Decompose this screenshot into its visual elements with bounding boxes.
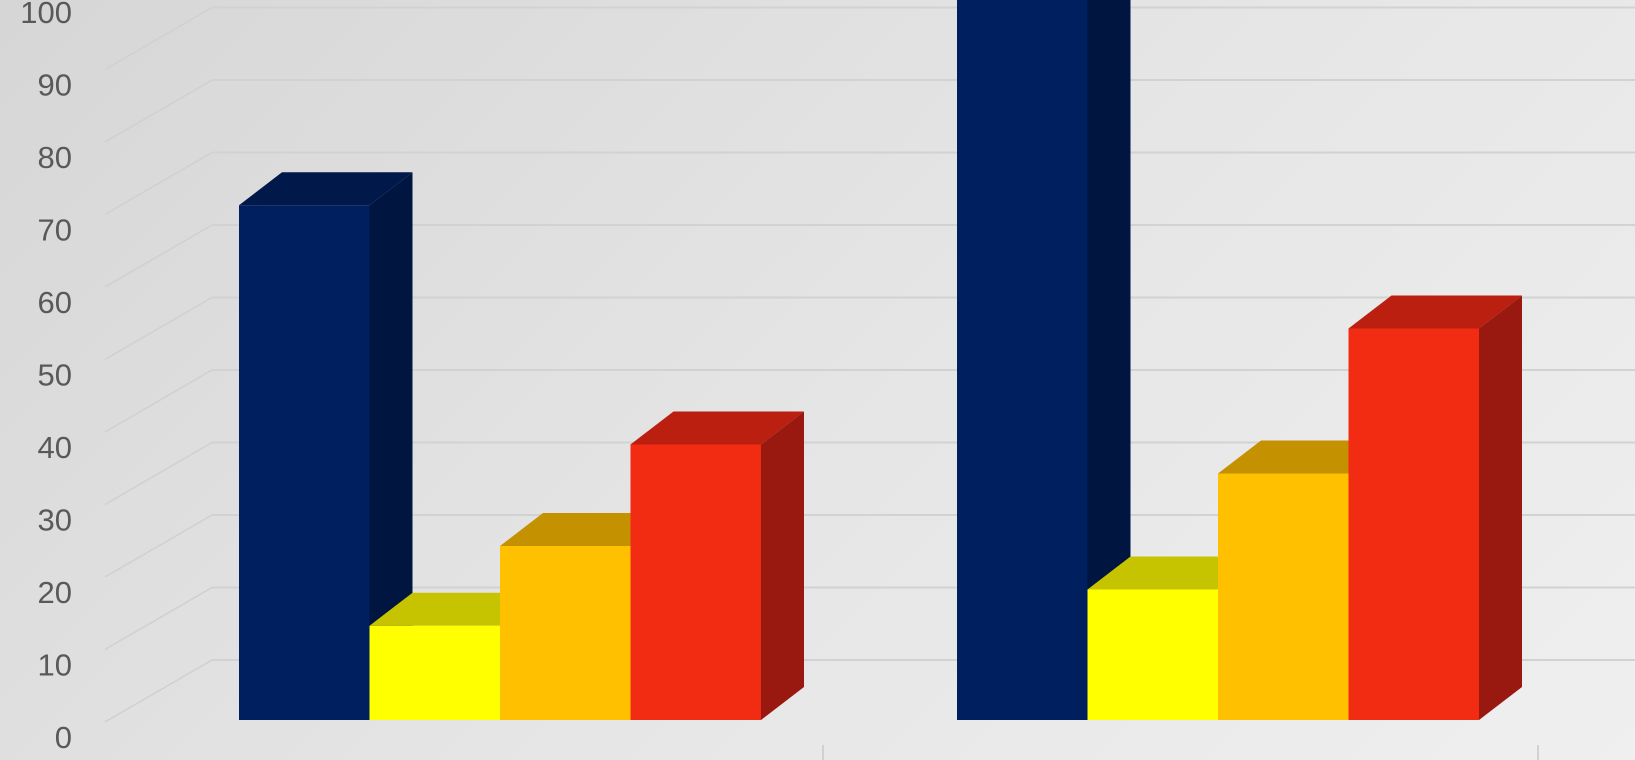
bar-top-face bbox=[630, 411, 804, 445]
bar-top-face bbox=[369, 592, 543, 626]
bar-front-face bbox=[1348, 328, 1479, 720]
bar-front-face bbox=[239, 205, 370, 720]
bar-side-face bbox=[1479, 295, 1522, 720]
gridline-depth bbox=[104, 6, 213, 71]
gridline-depth bbox=[104, 441, 213, 506]
gridline-depth bbox=[104, 224, 213, 288]
gridline-depth bbox=[104, 151, 213, 216]
gridline-depth bbox=[104, 586, 213, 651]
bar bbox=[630, 411, 804, 720]
bar-top-face bbox=[239, 172, 413, 206]
y-tick-label: 80 bbox=[38, 140, 72, 175]
bar-front-face bbox=[500, 546, 631, 720]
y-tick-label: 10 bbox=[38, 648, 72, 683]
bar-top-face bbox=[1348, 295, 1522, 329]
bar-top-face bbox=[500, 513, 674, 546]
gridline-depth bbox=[104, 659, 213, 723]
bar-front-face bbox=[630, 444, 761, 720]
y-tick-label: 30 bbox=[38, 503, 72, 538]
bars bbox=[239, 0, 1522, 720]
y-axis-ticks: 0 10 20 30 40 50 60 70 80 90 100 bbox=[20, 0, 72, 755]
y-tick-label: 70 bbox=[38, 213, 72, 248]
bar-front-face bbox=[957, 0, 1088, 720]
x-axis-dividers bbox=[822, 745, 1539, 760]
gridline-depth bbox=[104, 79, 213, 143]
bar-front-face bbox=[1087, 589, 1218, 720]
gridline-depth bbox=[104, 296, 213, 361]
bar-top-face bbox=[1218, 440, 1392, 474]
y-tick-label: 40 bbox=[38, 430, 72, 465]
gridline-depth bbox=[104, 514, 213, 578]
y-tick-label: 90 bbox=[38, 68, 72, 103]
bar-front-face bbox=[369, 625, 500, 720]
bar bbox=[239, 172, 413, 720]
y-tick-label: 50 bbox=[38, 358, 72, 393]
y-tick-label: 60 bbox=[38, 285, 72, 320]
bar-side-face bbox=[369, 172, 413, 720]
bar-top-face bbox=[1087, 556, 1261, 590]
bar-side-face bbox=[761, 411, 804, 720]
y-tick-label: 0 bbox=[55, 720, 72, 755]
gridline-depth bbox=[104, 369, 213, 433]
bar bbox=[1348, 295, 1522, 720]
y-tick-label: 100 bbox=[20, 0, 72, 30]
bar-side-face bbox=[1087, 0, 1131, 720]
bar-front-face bbox=[1218, 473, 1349, 720]
y-tick-label: 20 bbox=[38, 575, 72, 610]
bar bbox=[957, 0, 1131, 720]
